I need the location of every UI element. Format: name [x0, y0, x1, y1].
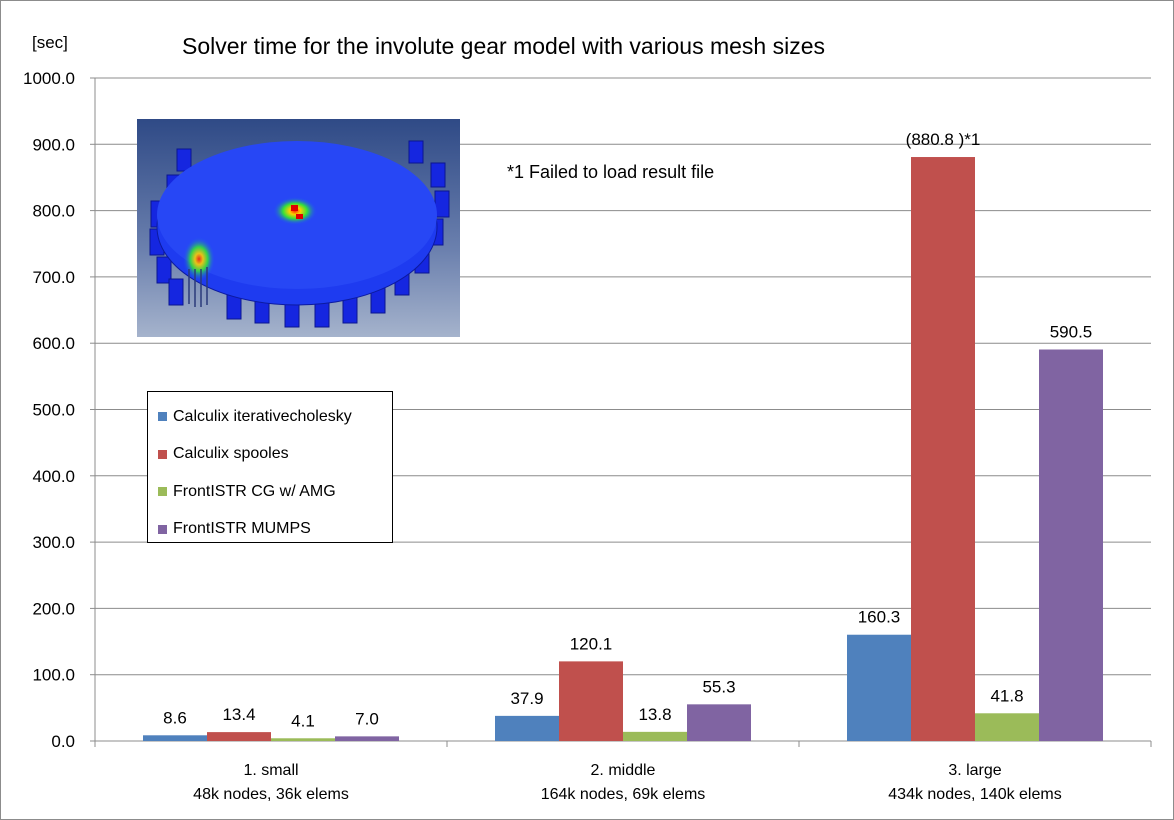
y-tick-label: 800.0	[32, 202, 75, 221]
y-tick-label: 600.0	[32, 334, 75, 353]
x-category-label: 3. large	[948, 762, 1001, 779]
data-label: 13.8	[638, 705, 671, 724]
data-label: 590.5	[1050, 322, 1093, 341]
legend-swatch	[158, 487, 167, 497]
data-label: 37.9	[510, 689, 543, 708]
y-tick-label: 500.0	[32, 401, 75, 420]
data-label: 120.1	[570, 634, 613, 653]
y-axis-unit-label: [sec]	[32, 33, 68, 52]
bar	[911, 157, 975, 741]
bar	[687, 704, 751, 741]
y-tick-label: 900.0	[32, 135, 75, 154]
legend-swatch	[158, 412, 167, 422]
data-label: 55.3	[702, 677, 735, 696]
bar	[559, 661, 623, 741]
legend-swatch	[158, 449, 167, 459]
legend-label: FrontISTR MUMPS	[173, 520, 311, 538]
y-tick-label: 300.0	[32, 533, 75, 552]
data-label: 13.4	[222, 705, 255, 724]
bar	[271, 738, 335, 741]
bar	[143, 735, 207, 741]
legend: Calculix iterativecholesky Calculix spoo…	[147, 391, 393, 543]
x-category-label: 48k nodes, 36k elems	[193, 786, 349, 803]
data-label: 4.1	[291, 711, 315, 730]
legend-item-frontistr-mumps: FrontISTR MUMPS	[148, 511, 392, 549]
y-tick-label: 0.0	[51, 732, 75, 751]
bar	[495, 715, 559, 741]
y-tick-label: 400.0	[32, 467, 75, 486]
bar	[1039, 349, 1103, 741]
annotation-note: *1 Failed to load result file	[507, 162, 715, 182]
bar	[335, 736, 399, 741]
legend-label: Calculix iterativecholesky	[173, 407, 352, 425]
legend-item-calculix-iterativecholesky: Calculix iterativecholesky	[148, 398, 392, 436]
legend-swatch	[158, 524, 167, 534]
data-label: 8.6	[163, 708, 187, 727]
bar	[207, 732, 271, 741]
x-category-label: 434k nodes, 140k elems	[888, 786, 1061, 803]
x-category-label: 2. middle	[591, 762, 656, 779]
data-label: 41.8	[990, 686, 1023, 705]
data-label: 160.3	[858, 608, 901, 627]
data-label: 7.0	[355, 709, 379, 728]
y-tick-label: 100.0	[32, 666, 75, 685]
legend-label: FrontISTR CG w/ AMG	[173, 482, 336, 500]
bar	[847, 634, 911, 741]
y-tick-label: 1000.0	[23, 69, 75, 88]
x-category-label: 164k nodes, 69k elems	[541, 786, 706, 803]
data-label: (880.8 )*1	[906, 130, 981, 149]
x-category-label: 1. small	[243, 762, 298, 779]
y-tick-label: 200.0	[32, 599, 75, 618]
gear-fem-stress-image	[137, 119, 460, 337]
bar	[975, 713, 1039, 741]
chart-title: Solver time for the involute gear model …	[182, 33, 826, 59]
bar	[623, 731, 687, 741]
legend-item-frontistr-cg-amg: FrontISTR CG w/ AMG	[148, 473, 392, 511]
legend-label: Calculix spooles	[173, 445, 289, 463]
legend-item-calculix-spooles: Calculix spooles	[148, 436, 392, 474]
y-tick-label: 700.0	[32, 268, 75, 287]
